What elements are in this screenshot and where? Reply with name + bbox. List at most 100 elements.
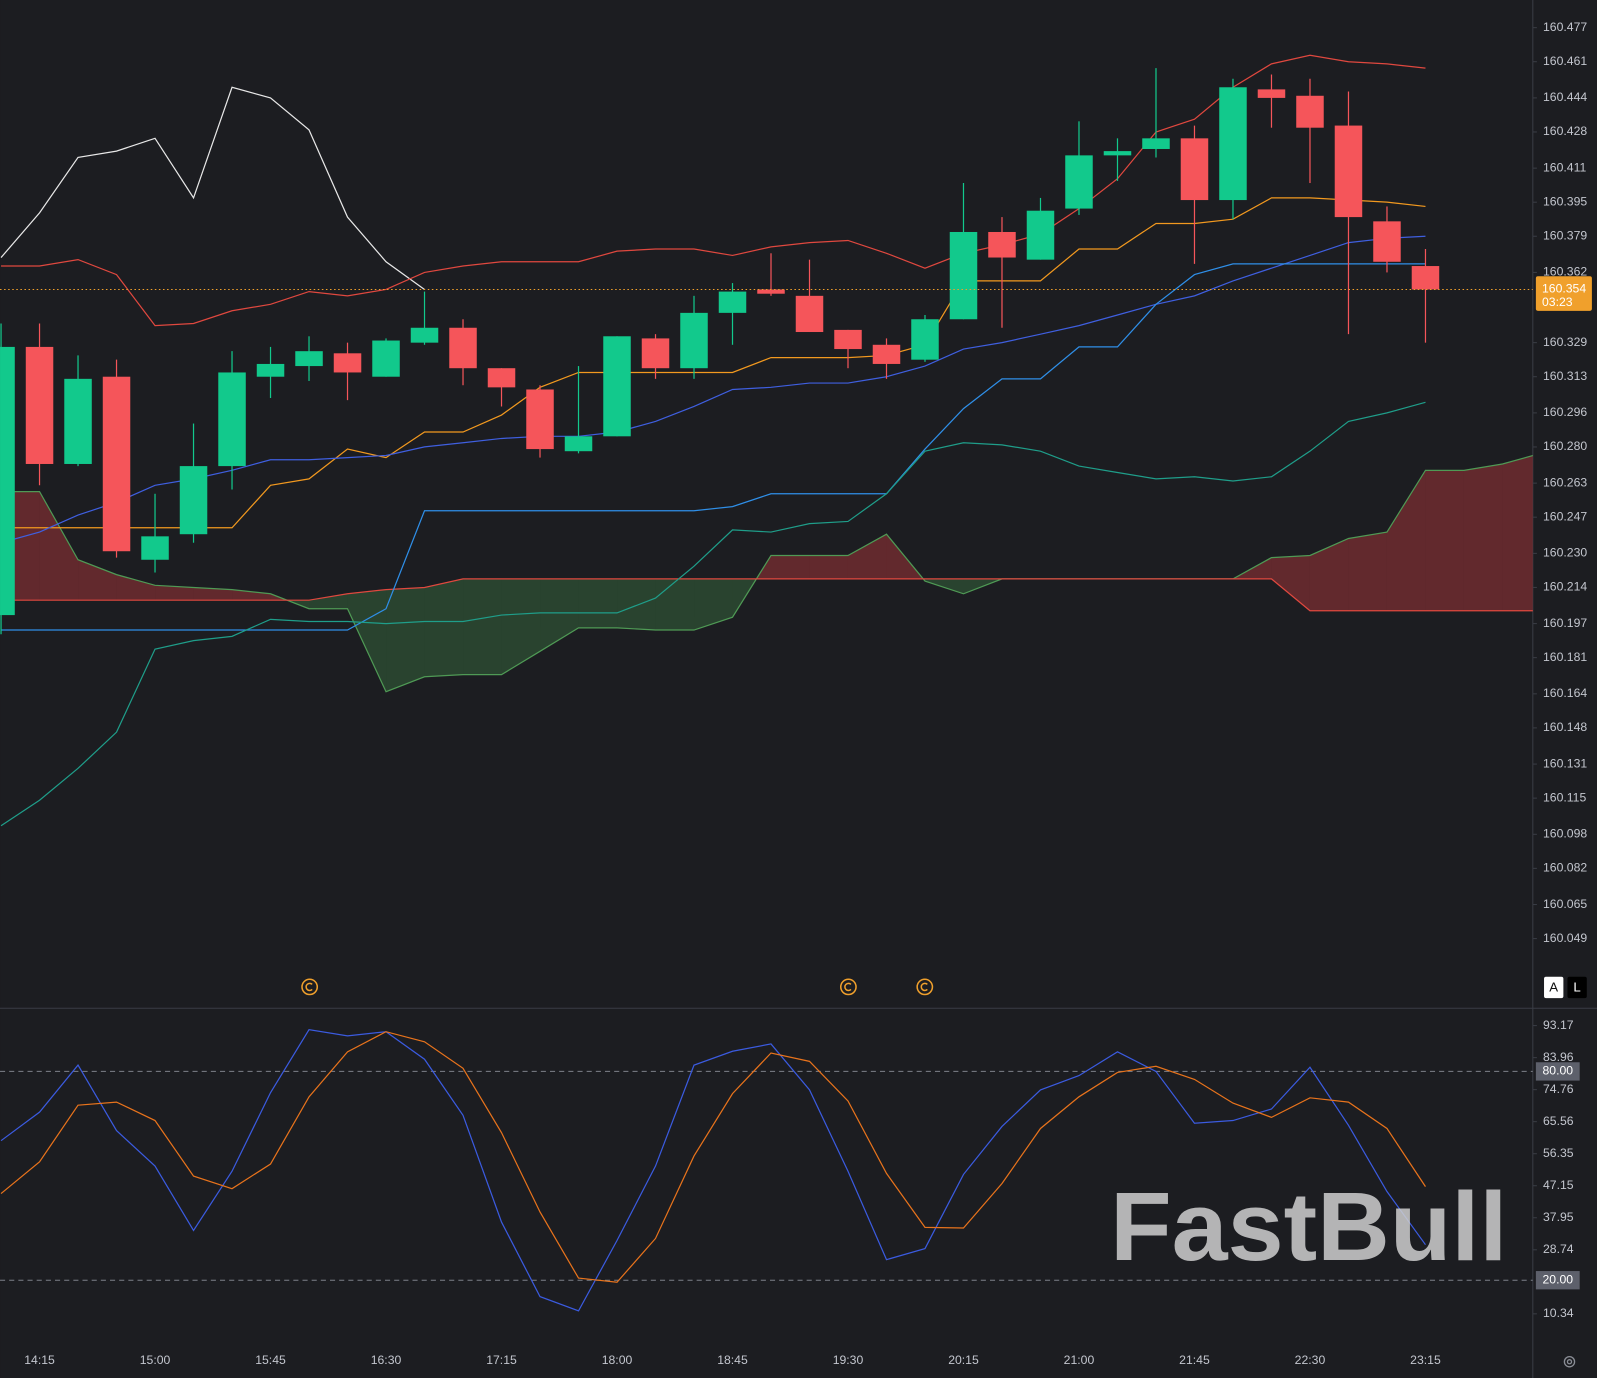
candle-body — [680, 312, 708, 369]
auto-scale-button[interactable] — [1544, 976, 1564, 999]
candle-body — [603, 336, 631, 437]
cloud-fill — [386, 587, 425, 692]
y-tick-label: 160.313 — [1543, 369, 1587, 383]
indicator-line — [1, 197, 1426, 529]
y-tick-label: 160.065 — [1543, 897, 1587, 911]
candle-body — [1411, 266, 1440, 290]
y-tick-label: 47.15 — [1543, 1178, 1574, 1192]
candle-body — [757, 289, 785, 294]
event-icon — [920, 982, 928, 992]
cloud-fill — [155, 585, 194, 601]
candle-body — [834, 329, 862, 350]
y-tick-label: 37.95 — [1543, 1210, 1574, 1224]
x-tick-label: 15:00 — [140, 1353, 171, 1367]
candle-body — [0, 346, 15, 616]
event-markers — [301, 978, 934, 996]
event-marker[interactable] — [916, 978, 934, 996]
x-tick-label: 22:30 — [1295, 1353, 1326, 1367]
reference-label-box — [1535, 1062, 1580, 1081]
indicator-line — [1, 263, 1426, 631]
axes: 160.477 160.461 160.444 160.428 160.411 160.3… — [24, 20, 1592, 1367]
candle-body — [1180, 138, 1209, 201]
reference-label-box — [1535, 1271, 1580, 1290]
log-scale-button[interactable] — [1567, 976, 1587, 999]
candle-body — [1103, 151, 1132, 156]
cloud-fill — [193, 587, 233, 601]
cloud-fill — [424, 578, 464, 677]
cloud-fill — [463, 578, 502, 675]
cloud-fill — [347, 589, 387, 692]
cloud-fill — [809, 555, 848, 579]
y-tick-label: 160.049 — [1543, 931, 1587, 945]
cloud-fill — [501, 578, 541, 675]
y-tick-label: 160.461 — [1543, 54, 1587, 68]
y-tick-label: 160.362 — [1543, 265, 1587, 279]
candle-body — [1026, 210, 1055, 260]
candle-body — [1142, 138, 1170, 149]
stochastic-plot — [0, 1029, 1533, 1312]
y-tick-label: 160.280 — [1543, 439, 1587, 453]
cloud-fill — [1348, 532, 1387, 611]
candle-body — [102, 376, 131, 552]
x-tick-label: 16:30 — [371, 1353, 402, 1367]
cloud-fill — [578, 578, 618, 628]
cloud-fill — [39, 491, 79, 601]
event-marker[interactable] — [301, 978, 319, 996]
candle-body — [1296, 95, 1324, 128]
candle-body — [1065, 155, 1093, 209]
y-tick-label: 160.477 — [1543, 20, 1587, 34]
x-tick-label: 18:45 — [717, 1353, 748, 1367]
y-tick-label: 160.329 — [1543, 335, 1587, 349]
current-price-label: 160.354 — [1542, 282, 1586, 296]
y-tick-label: 56.35 — [1543, 1146, 1574, 1160]
stochastic-line — [0, 1031, 1426, 1283]
current-price-box — [1535, 276, 1592, 311]
reference-label: 20.00 — [1542, 1272, 1573, 1286]
y-tick-label: 65.56 — [1543, 1114, 1574, 1128]
cloud-fill — [1386, 470, 1426, 611]
x-tick-label: 19:30 — [833, 1353, 864, 1367]
candle-body — [372, 340, 400, 377]
candle-body — [988, 231, 1016, 258]
y-tick-label: 160.444 — [1543, 90, 1587, 104]
y-tick-label: 74.76 — [1543, 1082, 1574, 1096]
candle-body — [449, 327, 477, 369]
indicator-line — [0, 86, 425, 290]
x-tick-label: 18:00 — [602, 1353, 633, 1367]
candle-body — [718, 291, 747, 313]
candle-body — [641, 338, 670, 369]
y-tick-label: 160.247 — [1543, 509, 1587, 523]
cloud-fill — [655, 578, 695, 631]
candle-body — [564, 436, 593, 452]
main-plot — [0, 54, 1533, 827]
candle-body — [64, 378, 92, 464]
candle-body — [949, 231, 978, 320]
y-tick-label: 160.263 — [1543, 475, 1587, 489]
reference-label: 80.00 — [1542, 1064, 1573, 1078]
y-tick-label: 160.131 — [1543, 756, 1587, 770]
cloud-fill — [1502, 455, 1533, 611]
event-marker[interactable] — [840, 978, 857, 996]
candle-body — [410, 327, 439, 343]
cloud-fill — [309, 593, 348, 609]
candle-body — [487, 368, 516, 388]
auto-scale-label: A — [1549, 979, 1558, 994]
cloud-span-a — [1, 454, 1533, 693]
candle-body — [911, 319, 939, 360]
x-tick-label: 21:00 — [1064, 1353, 1095, 1367]
x-tick-label: 17:15 — [486, 1353, 517, 1367]
y-tick-label: 160.411 — [1543, 160, 1586, 174]
cloud-fill — [78, 559, 117, 601]
candle-body — [1257, 89, 1286, 98]
y-tick-label: 160.395 — [1543, 194, 1587, 208]
event-icon — [305, 982, 313, 992]
candle-body — [25, 346, 54, 464]
x-tick-label: 14:15 — [24, 1353, 55, 1367]
event-icon — [844, 982, 852, 992]
candle-body — [295, 351, 323, 367]
cloud-fill — [771, 555, 810, 579]
settings-icon[interactable] — [1563, 1355, 1576, 1368]
y-tick-label: 93.17 — [1543, 1018, 1574, 1032]
